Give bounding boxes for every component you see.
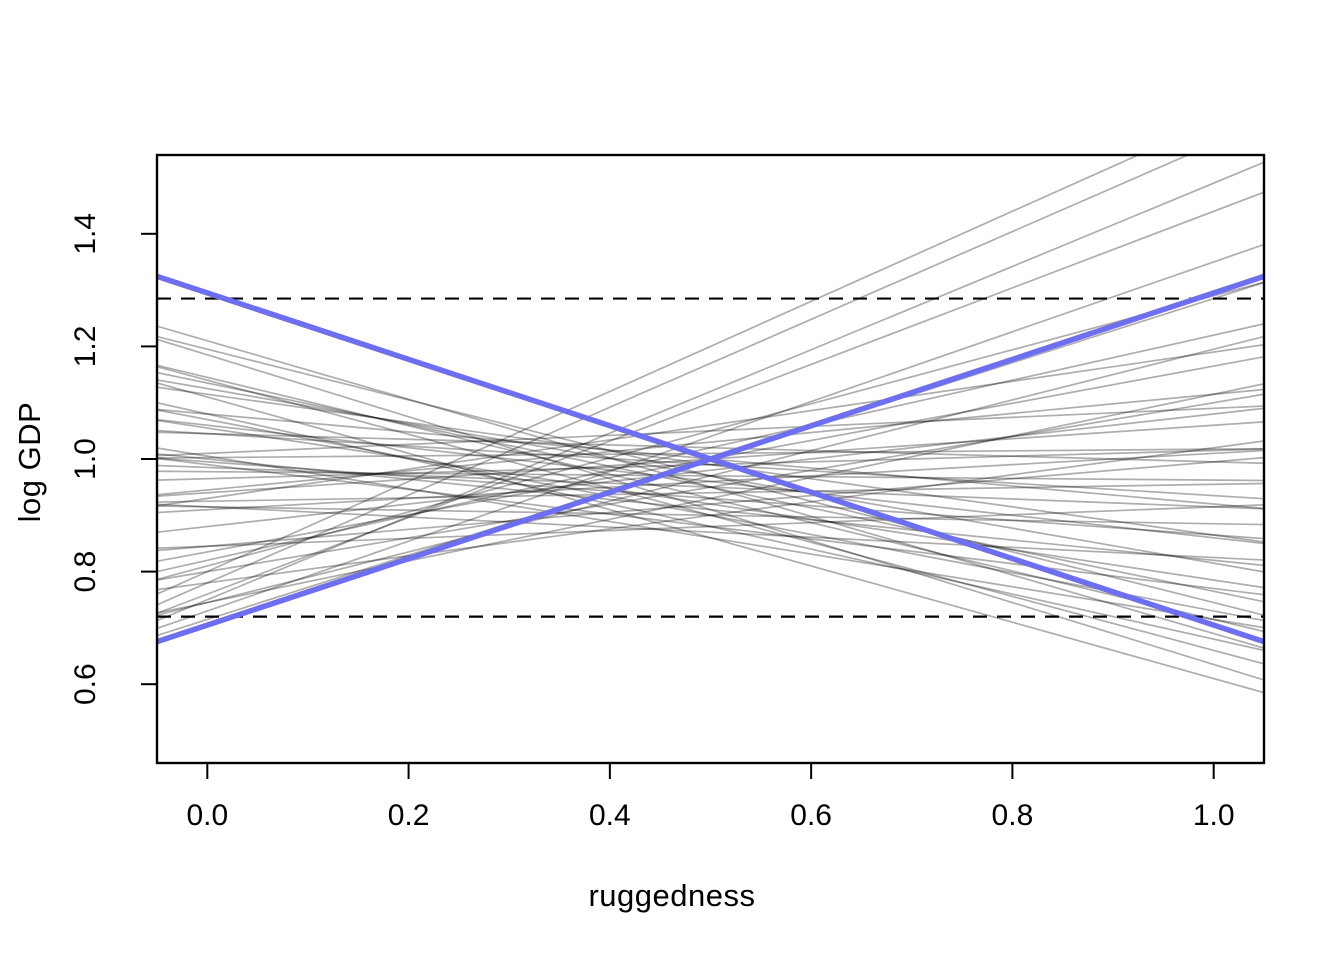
x-axis-title: ruggedness [588, 878, 756, 913]
y-axis-title: log GDP [12, 401, 47, 523]
prior-line [157, 505, 1264, 526]
prior-line [157, 155, 1191, 606]
y-tick-label: 1.0 [69, 438, 102, 480]
prior-line [157, 323, 1264, 573]
prior-line [157, 335, 1264, 617]
prior-line [157, 281, 1264, 581]
prior-line [157, 405, 1264, 457]
prior-line [157, 419, 1264, 589]
prior-line [157, 429, 1264, 500]
prior-line [157, 191, 1264, 615]
prior-line [157, 382, 1264, 694]
prior-line [157, 447, 1264, 459]
prior-line [157, 457, 1264, 540]
axis-ticks [141, 232, 1215, 779]
prior-line [157, 364, 1264, 633]
prior-line [157, 343, 1264, 507]
prior-line [157, 371, 1264, 603]
prior-line [157, 464, 1264, 510]
prior-line [157, 155, 1141, 595]
prior-line [157, 448, 1264, 481]
prior-line [157, 388, 1264, 496]
prior-line [157, 243, 1264, 630]
prior-line [157, 338, 1264, 681]
prior-line [157, 407, 1264, 534]
prior-line [157, 440, 1264, 591]
prior-line [157, 453, 1264, 567]
prior-line [157, 456, 1264, 552]
x-tick-label: 0.2 [388, 799, 430, 832]
prior-line [157, 449, 1264, 514]
prior-line [157, 401, 1264, 652]
prior-line [157, 503, 1264, 561]
y-tick-label: 1.2 [69, 326, 102, 368]
reference-line [157, 273, 1264, 645]
prior-line [157, 418, 1264, 545]
prior-line [157, 379, 1264, 573]
x-tick-label: 0.0 [186, 799, 228, 832]
y-tick-label: 0.8 [69, 551, 102, 593]
prior-line [157, 431, 1264, 465]
prior-line [157, 482, 1264, 503]
plot-box [155, 153, 1266, 765]
x-tick-label: 1.0 [1193, 799, 1235, 832]
prior-line [157, 409, 1264, 622]
prior-line [157, 383, 1264, 614]
blue-reference-lines [157, 273, 1264, 645]
prior-line [157, 447, 1264, 629]
prior-line [157, 161, 1264, 622]
x-tick-label: 0.8 [992, 799, 1034, 832]
prior-line [157, 386, 1264, 543]
y-tick-label: 0.6 [69, 663, 102, 705]
x-tick-label: 0.4 [589, 799, 631, 832]
prior-line [157, 504, 1264, 550]
prior-line [157, 325, 1264, 649]
prior-line [157, 393, 1264, 581]
x-tick-label: 0.6 [790, 799, 832, 832]
dashed-bound-lines [157, 297, 1264, 618]
prior-line [157, 470, 1264, 482]
prior-line [157, 457, 1264, 596]
prior-line [157, 335, 1264, 617]
prior-line [157, 365, 1264, 665]
gray-prior-lines [157, 155, 1264, 694]
y-tick-label: 1.4 [69, 213, 102, 255]
axis-tick-labels: 0.0 0.2 0.4 0.6 0.8 1.0 0.6 0.8 1.0 1.2 1.4 [69, 213, 1235, 832]
